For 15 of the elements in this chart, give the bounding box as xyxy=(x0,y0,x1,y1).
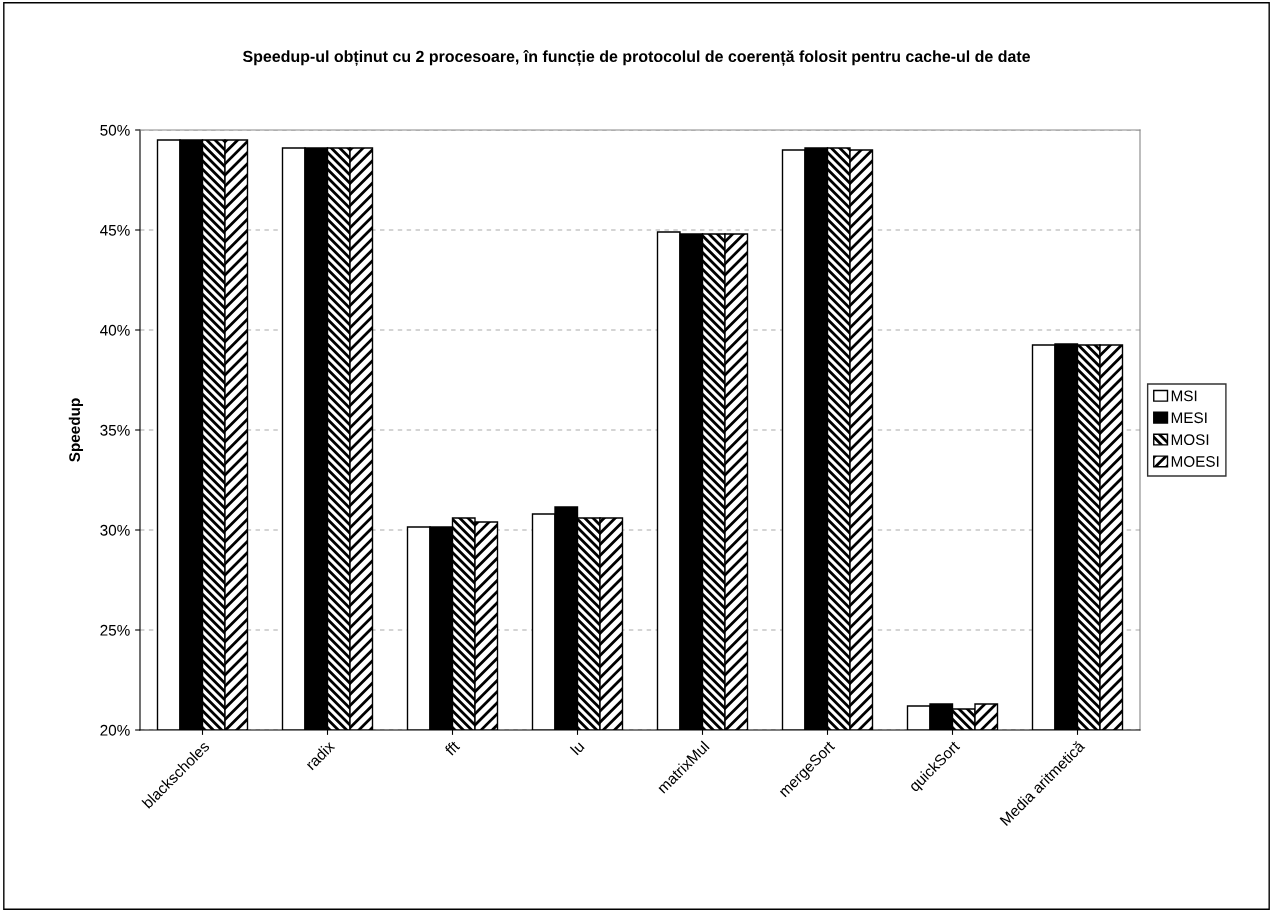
y-tick-label: 25% xyxy=(100,624,130,636)
legend-label: MESI xyxy=(1171,412,1207,424)
x-tick-label: lu xyxy=(569,740,585,756)
legend-label: MOESI xyxy=(1171,456,1219,467)
legend-label: MSI xyxy=(1171,390,1197,402)
y-tick-label: 45% xyxy=(100,224,130,236)
y-tick-label: 30% xyxy=(100,524,130,536)
y-tick-label: 40% xyxy=(100,324,130,336)
y-tick-label: 35% xyxy=(100,424,130,436)
legend-label: MOSI xyxy=(1171,434,1209,446)
x-tick-label: fft xyxy=(443,739,461,757)
y-tick-label: 50% xyxy=(100,124,130,136)
y-tick-label: 20% xyxy=(100,724,130,736)
chart-title: Speedup-ul obținut cu 2 procesoare, în funcție de protocolul de coerență folosit pentru cache-ul de date xyxy=(242,50,1031,66)
y-axis-title: Speedup xyxy=(68,398,84,462)
